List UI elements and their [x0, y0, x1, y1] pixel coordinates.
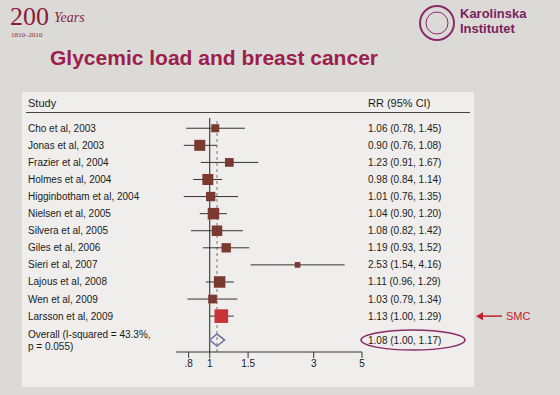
svg-text:1.04 (0.90, 1.20): 1.04 (0.90, 1.20)	[368, 208, 441, 219]
svg-text:Higginbotham et al, 2004: Higginbotham et al, 2004	[28, 191, 140, 202]
svg-text:5: 5	[359, 358, 365, 369]
svg-text:p = 0.055): p = 0.055)	[28, 341, 73, 352]
svg-text:1.5: 1.5	[241, 358, 255, 369]
svg-text:Silvera et al, 2005: Silvera et al, 2005	[28, 225, 108, 236]
svg-text:.8: .8	[184, 358, 193, 369]
svg-text:Frazier et al, 2004: Frazier et al, 2004	[28, 157, 109, 168]
svg-text:Sieri et al, 2007: Sieri et al, 2007	[28, 259, 98, 270]
html-text:200: 200	[10, 2, 49, 31]
svg-text:1.23 (0.91, 1.67): 1.23 (0.91, 1.67)	[368, 157, 441, 168]
html-text:Glycemic load and breast cance: Glycemic load and breast cancer	[50, 46, 378, 69]
html-text:RR (95% CI): RR (95% CI)	[368, 97, 431, 109]
svg-text:1.11 (0.96, 1.29): 1.11 (0.96, 1.29)	[368, 276, 441, 287]
svg-text:1.08 (0.82, 1.42): 1.08 (0.82, 1.42)	[368, 225, 441, 236]
html-text:1810–2010: 1810–2010	[11, 31, 43, 39]
svg-text:1.19 (0.93, 1.52): 1.19 (0.93, 1.52)	[368, 242, 441, 253]
svg-text:1.08 (1.00, 1.17): 1.08 (1.00, 1.17)	[368, 335, 441, 346]
svg-text:3: 3	[311, 358, 317, 369]
svg-text:Wen et al, 2009: Wen et al, 2009	[28, 294, 98, 305]
svg-text:Cho et al, 2003: Cho et al, 2003	[28, 123, 96, 134]
html-text:Years: Years	[54, 10, 85, 25]
svg-text:0.90 (0.76, 1.08): 0.90 (0.76, 1.08)	[368, 140, 441, 151]
svg-text:1.06 (0.78, 1.45): 1.06 (0.78, 1.45)	[368, 123, 441, 134]
svg-text:1.13 (1.00, 1.29): 1.13 (1.00, 1.29)	[368, 311, 441, 322]
svg-text:Giles et al, 2006: Giles et al, 2006	[28, 242, 101, 253]
svg-text:SMC: SMC	[506, 310, 531, 322]
html-text:Karolinska: Karolinska	[460, 6, 527, 21]
svg-text:Larsson et al, 2009: Larsson et al, 2009	[28, 311, 113, 322]
html-text:Study: Study	[28, 97, 57, 109]
html-text:Institutet: Institutet	[460, 21, 515, 36]
svg-text:Holmes et al, 2004: Holmes et al, 2004	[28, 174, 112, 185]
svg-text:0.98 (0.84, 1.14): 0.98 (0.84, 1.14)	[368, 174, 441, 185]
svg-text:2.53 (1.54, 4.16): 2.53 (1.54, 4.16)	[368, 259, 441, 270]
svg-text:Lajous et al, 2008: Lajous et al, 2008	[28, 276, 107, 287]
svg-text:Overall (I-squared = 43.3%,: Overall (I-squared = 43.3%,	[28, 329, 151, 340]
svg-text:1.01 (0.76, 1.35): 1.01 (0.76, 1.35)	[368, 191, 441, 202]
svg-text:Jonas et al, 2003: Jonas et al, 2003	[28, 140, 105, 151]
svg-text:1.03 (0.79, 1.34): 1.03 (0.79, 1.34)	[368, 294, 441, 305]
svg-text:Nielsen et al, 2005: Nielsen et al, 2005	[28, 208, 111, 219]
svg-text:1: 1	[207, 358, 213, 369]
